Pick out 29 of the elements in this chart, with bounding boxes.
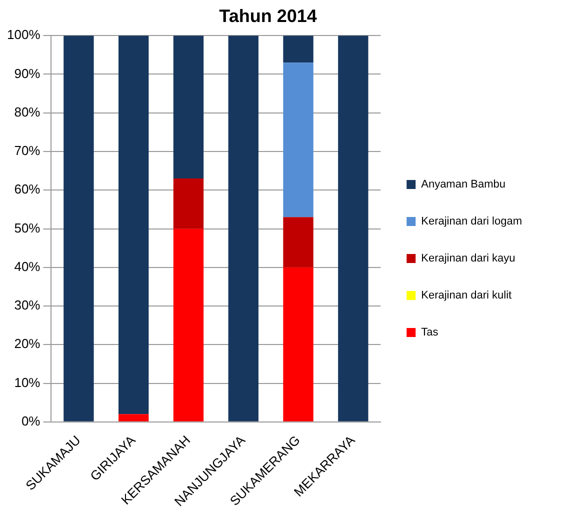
bar: [283, 267, 314, 422]
y-tick-label: 30%: [14, 298, 41, 313]
legend-label: Tas: [421, 326, 439, 339]
bar: [173, 178, 204, 229]
legend-label: Anyaman Bambu: [421, 178, 506, 191]
bar: [283, 62, 314, 218]
y-tick-label: 50%: [14, 220, 41, 236]
bar: [228, 36, 258, 422]
chart-title: Tahun 2014: [219, 6, 317, 26]
bar: [173, 36, 204, 179]
y-tick-label: 100%: [7, 27, 41, 42]
legend-label: Kerajinan dari logam: [421, 216, 522, 228]
y-tick-label: 60%: [14, 182, 41, 197]
legend-label: Kerajinan dari kulit: [421, 290, 512, 302]
y-tick-label: 80%: [14, 104, 41, 120]
y-tick-label: 10%: [14, 374, 41, 390]
y-tick-label: 0%: [21, 413, 41, 428]
bar: [118, 36, 149, 414]
bar: [118, 414, 149, 422]
y-tick-label: 90%: [14, 66, 41, 81]
bar: [283, 217, 314, 268]
legend-label: Kerajinan dari kayu: [421, 252, 516, 265]
bar: [173, 228, 204, 422]
y-tick-label: 70%: [14, 143, 41, 158]
y-tick-label: 20%: [14, 336, 41, 352]
bar: [338, 36, 368, 422]
bar: [64, 36, 94, 422]
bar: [283, 36, 314, 63]
y-tick-label: 40%: [14, 258, 41, 274]
